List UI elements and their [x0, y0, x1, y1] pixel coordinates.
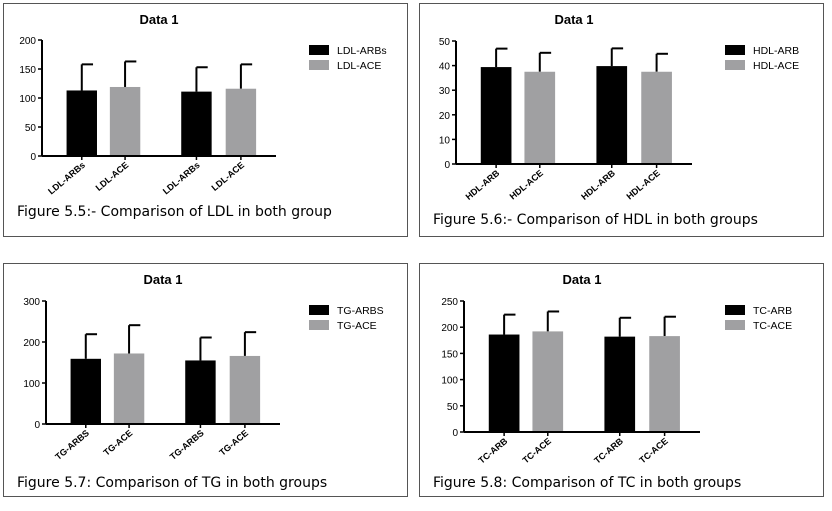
- y-tick-label: 300: [23, 297, 40, 308]
- chart-title: Data 1: [139, 12, 178, 27]
- x-tick-label: HDL-ACE: [508, 168, 545, 202]
- legend-swatch: [309, 60, 329, 70]
- y-tick-label: 100: [19, 94, 36, 105]
- y-tick-label: 50: [439, 37, 451, 48]
- x-tick-label: LDL-ACE: [94, 160, 131, 193]
- legend-swatch: [309, 305, 329, 315]
- x-tick-label: TG-ACE: [217, 428, 250, 458]
- y-tick-label: 100: [441, 376, 458, 387]
- y-tick-label: 250: [441, 297, 458, 308]
- tc-chart: Data 1 TC-ARB TC-ACE TC-ARB TC-ACE 0 50 100 150 2…: [441, 272, 792, 466]
- y-tick-label: 40: [439, 62, 451, 73]
- legend-label: HDL-ARB: [753, 45, 799, 57]
- x-tick-label: TC-ACE: [637, 436, 669, 466]
- y-tick-label: 50: [447, 402, 459, 413]
- bar: [488, 334, 520, 432]
- y-tick-label: 0: [30, 152, 36, 163]
- legend-swatch: [309, 45, 329, 55]
- x-tick-label: HDL-ARB: [464, 168, 502, 202]
- bar: [225, 88, 257, 156]
- y-tick-label: 150: [19, 65, 36, 76]
- bar: [596, 66, 628, 164]
- chart-panel-tc: Data 1 TC-ARB TC-ACE TC-ARB TC-ACE 0 50 100 150 2…: [419, 263, 824, 497]
- chart-panel-hdl: Data 1 HDL-ARB HDL-ACE HDL-ARB HDL-ACE 0 10 20 3…: [419, 3, 824, 237]
- legend-swatch: [725, 320, 745, 330]
- legend-label: TC-ACE: [753, 320, 792, 332]
- x-tick-label: TC-ARB: [477, 436, 510, 466]
- tg-chart: Data 1 TG-ARBS TG-ACE TG-ARBS TG-ACE 0 100 200 3…: [23, 272, 384, 462]
- bar: [66, 90, 97, 156]
- bar: [649, 336, 680, 432]
- legend-label: TC-ARB: [753, 305, 792, 317]
- bar: [70, 358, 101, 424]
- y-tick-label: 200: [23, 338, 40, 349]
- y-tick-label: 200: [441, 323, 458, 334]
- x-tick-label: HDL-ACE: [624, 168, 661, 202]
- figure-caption: Figure 5.5:- Comparison of LDL in both g…: [17, 204, 332, 220]
- chart-panel-tg: Data 1 TG-ARBS TG-ACE TG-ARBS TG-ACE 0 100 200 3…: [3, 263, 408, 497]
- y-tick-label: 0: [452, 428, 458, 439]
- x-tick-label: LDL-ACE: [209, 160, 246, 193]
- bar: [604, 336, 636, 432]
- y-tick-label: 10: [439, 135, 451, 146]
- x-tick-label: HDL-ARB: [579, 168, 617, 202]
- chart-title: Data 1: [143, 272, 182, 287]
- legend-label: TG-ARBS: [337, 305, 384, 317]
- chart-title: Data 1: [562, 272, 601, 287]
- x-tick-label: LDL-ARBs: [161, 160, 202, 197]
- bar: [524, 71, 556, 164]
- legend-swatch: [725, 45, 745, 55]
- legend-label: TG-ACE: [337, 320, 377, 332]
- bar: [532, 331, 564, 432]
- x-tick-label: TG-ARBS: [53, 428, 91, 462]
- x-tick-label: TG-ACE: [101, 428, 134, 458]
- y-tick-label: 20: [439, 111, 451, 122]
- bar: [480, 67, 512, 164]
- x-tick-label: TG-ARBS: [168, 428, 206, 462]
- legend-label: LDL-ARBs: [337, 45, 387, 57]
- y-tick-label: 100: [23, 379, 40, 390]
- x-tick-label: TC-ARB: [592, 436, 625, 466]
- bar: [113, 353, 145, 424]
- y-tick-label: 0: [444, 160, 450, 171]
- bar: [181, 91, 212, 156]
- figure-caption: Figure 5.8: Comparison of TC in both gro…: [433, 475, 742, 491]
- legend-label: LDL-ACE: [337, 60, 381, 72]
- x-tick-label: LDL-ARBs: [46, 160, 87, 197]
- bar: [229, 355, 261, 424]
- y-tick-label: 50: [25, 123, 37, 134]
- y-tick-label: 0: [34, 420, 40, 431]
- legend-label: HDL-ACE: [753, 60, 799, 72]
- bar: [185, 360, 216, 424]
- legend-swatch: [725, 60, 745, 70]
- bar: [641, 71, 672, 164]
- figure-caption: Figure 5.6:- Comparison of HDL in both g…: [433, 212, 758, 228]
- legend-swatch: [309, 320, 329, 330]
- legend-swatch: [725, 305, 745, 315]
- figure-caption: Figure 5.7: Comparison of TG in both gro…: [17, 475, 328, 491]
- chart-panel-ldl: Data 1 LDL-ARBs LDL-ACE LDL-ARBs LDL-ACE 0 50 1…: [3, 3, 408, 237]
- x-tick-label: TC-ACE: [521, 436, 553, 466]
- bar: [109, 86, 141, 156]
- y-tick-label: 150: [441, 349, 458, 360]
- y-tick-label: 30: [439, 86, 451, 97]
- y-tick-label: 200: [19, 36, 36, 47]
- chart-title: Data 1: [554, 12, 593, 27]
